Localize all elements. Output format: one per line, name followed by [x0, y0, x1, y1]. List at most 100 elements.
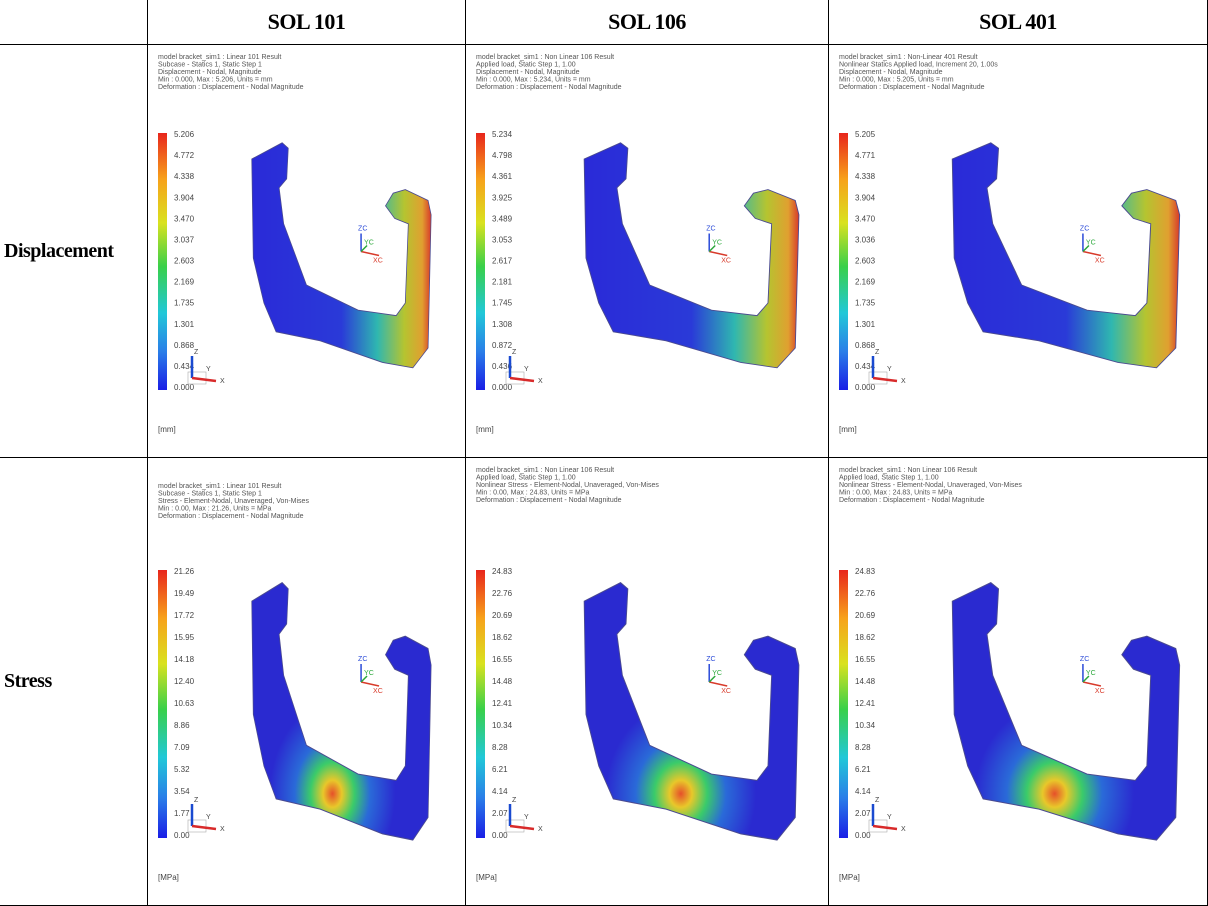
- result-info: Subcase - Statics 1, Static Step 1: [158, 62, 262, 69]
- legend-label: 3.053: [492, 235, 513, 244]
- bracket-model: [584, 583, 799, 840]
- legend-label: 2.603: [174, 257, 195, 266]
- legend-label: 3.925: [492, 193, 513, 202]
- axis-arrow: [192, 826, 216, 829]
- legend-unit: [MPa]: [476, 873, 497, 882]
- legend-label: 0.000: [174, 383, 195, 392]
- legend-label: 7.09: [174, 743, 190, 752]
- axis-arrow: [192, 378, 216, 381]
- legend-label: 16.55: [492, 655, 513, 664]
- row-label: Displacement: [0, 45, 148, 458]
- result-info: Min : 0.00, Max : 24.83, Units = MPa: [476, 490, 590, 497]
- legend-label: 0.000: [492, 383, 513, 392]
- result-info: Min : 0.00, Max : 21.26, Units = MPa: [158, 506, 272, 513]
- triad-label: XC: [1095, 258, 1105, 265]
- result-info: Min : 0.000, Max : 5.206, Units = mm: [158, 77, 273, 84]
- result-cell: model bracket_sim1 : Non-Linear 401 Resu…: [829, 45, 1208, 458]
- legend-label: 14.48: [492, 677, 513, 686]
- legend-label: 3.036: [855, 235, 876, 244]
- axis-arrow: [510, 826, 534, 829]
- axis-label: X: [538, 826, 543, 833]
- axis-label: Z: [512, 349, 517, 356]
- result-info: model bracket_sim1 : Non-Linear 401 Resu…: [839, 54, 978, 61]
- triad-label: XC: [721, 688, 731, 695]
- triad-label: ZC: [1080, 226, 1089, 233]
- result-info: Displacement - Nodal, Magnitude: [476, 69, 580, 76]
- legend-label: 10.34: [492, 721, 513, 730]
- result-cell: model bracket_sim1 : Linear 101 ResultSu…: [148, 458, 466, 906]
- axis-label: X: [220, 378, 225, 385]
- legend-label: 0.00: [855, 831, 871, 840]
- legend-label: 6.21: [855, 765, 871, 774]
- legend-label: 4.14: [855, 787, 871, 796]
- triad-label: XC: [721, 258, 731, 265]
- triad-axis: [1083, 682, 1101, 686]
- result-image: model bracket_sim1 : Non-Linear 401 Resu…: [829, 45, 1207, 457]
- legend-label: 4.14: [492, 787, 508, 796]
- legend-bar: [476, 133, 485, 390]
- result-info: Deformation : Displacement - Nodal Magni…: [839, 497, 985, 504]
- triad-label: XC: [1095, 688, 1105, 695]
- axis-arrow: [873, 378, 897, 381]
- triad-axis: [1083, 252, 1101, 256]
- legend-label: 0.000: [855, 383, 876, 392]
- legend-label: 8.86: [174, 721, 190, 730]
- result-info: model bracket_sim1 : Linear 101 Result: [158, 54, 281, 61]
- result-cell: model bracket_sim1 : Non Linear 106 Resu…: [466, 458, 829, 906]
- result-info: Nonlinear Statics Applied load, Incremen…: [839, 62, 998, 69]
- legend-unit: [mm]: [476, 425, 494, 434]
- triad-label: YC: [1086, 670, 1096, 677]
- legend-label: 5.205: [855, 130, 876, 139]
- result-info: Applied load, Static Step 1, 1.00: [476, 62, 576, 69]
- legend-label: 1.77: [174, 809, 190, 818]
- result-info: Deformation : Displacement - Nodal Magni…: [839, 84, 985, 91]
- legend-unit: [MPa]: [158, 873, 179, 882]
- result-image: model bracket_sim1 : Linear 101 ResultSu…: [148, 458, 465, 905]
- legend-bar: [158, 570, 167, 838]
- bracket-mesh: [952, 583, 1179, 840]
- legend-label: 4.361: [492, 172, 513, 181]
- legend-label: 4.338: [174, 172, 195, 181]
- legend-label: 1.735: [174, 299, 195, 308]
- triad-label: ZC: [706, 656, 715, 663]
- result-info: Min : 0.000, Max : 5.234, Units = mm: [476, 77, 591, 84]
- legend-label: 6.21: [492, 765, 508, 774]
- legend-label: 2.169: [855, 278, 876, 287]
- legend-label: 24.83: [492, 567, 513, 576]
- legend-unit: [mm]: [158, 425, 176, 434]
- column-header: SOL 106: [466, 0, 829, 45]
- legend-label: 3.54: [174, 787, 190, 796]
- result-cell: model bracket_sim1 : Non Linear 106 Resu…: [829, 458, 1208, 906]
- legend-label: 12.41: [492, 699, 513, 708]
- result-info: Displacement - Nodal, Magnitude: [158, 69, 262, 76]
- result-info: Deformation : Displacement - Nodal Magni…: [158, 84, 304, 91]
- legend-label: 1.735: [855, 299, 876, 308]
- axis-label: Z: [512, 797, 517, 804]
- axis-arrow: [873, 826, 897, 829]
- axis-label: Z: [875, 349, 880, 356]
- legend-label: 18.62: [855, 633, 876, 642]
- result-info: model bracket_sim1 : Non Linear 106 Resu…: [476, 54, 614, 61]
- axis-label: Y: [206, 814, 211, 821]
- result-cell: model bracket_sim1 : Non Linear 106 Resu…: [466, 45, 829, 458]
- column-header: SOL 101: [148, 0, 466, 45]
- axis-label: Z: [194, 797, 199, 804]
- triad-label: ZC: [1080, 656, 1089, 663]
- legend-label: 14.18: [174, 655, 195, 664]
- legend-label: 18.62: [492, 633, 513, 642]
- bracket-mesh: [584, 583, 799, 840]
- result-info: Nonlinear Stress - Element-Nodal, Unaver…: [839, 482, 1022, 489]
- bracket-model: [952, 583, 1179, 840]
- triad-label: YC: [364, 240, 374, 247]
- legend-bar: [839, 133, 848, 390]
- legend-label: 10.63: [174, 699, 195, 708]
- bracket-model: [584, 143, 799, 368]
- legend-label: 4.338: [855, 172, 876, 181]
- triad-label: XC: [373, 258, 383, 265]
- result-info: Min : 0.00, Max : 24.83, Units = MPa: [839, 490, 953, 497]
- legend-unit: [mm]: [839, 425, 857, 434]
- result-info: Applied load, Static Step 1, 1.00: [839, 475, 939, 482]
- triad-axis: [709, 682, 727, 686]
- bracket-mesh: [252, 143, 431, 368]
- result-info: Deformation : Displacement - Nodal Magni…: [476, 84, 622, 91]
